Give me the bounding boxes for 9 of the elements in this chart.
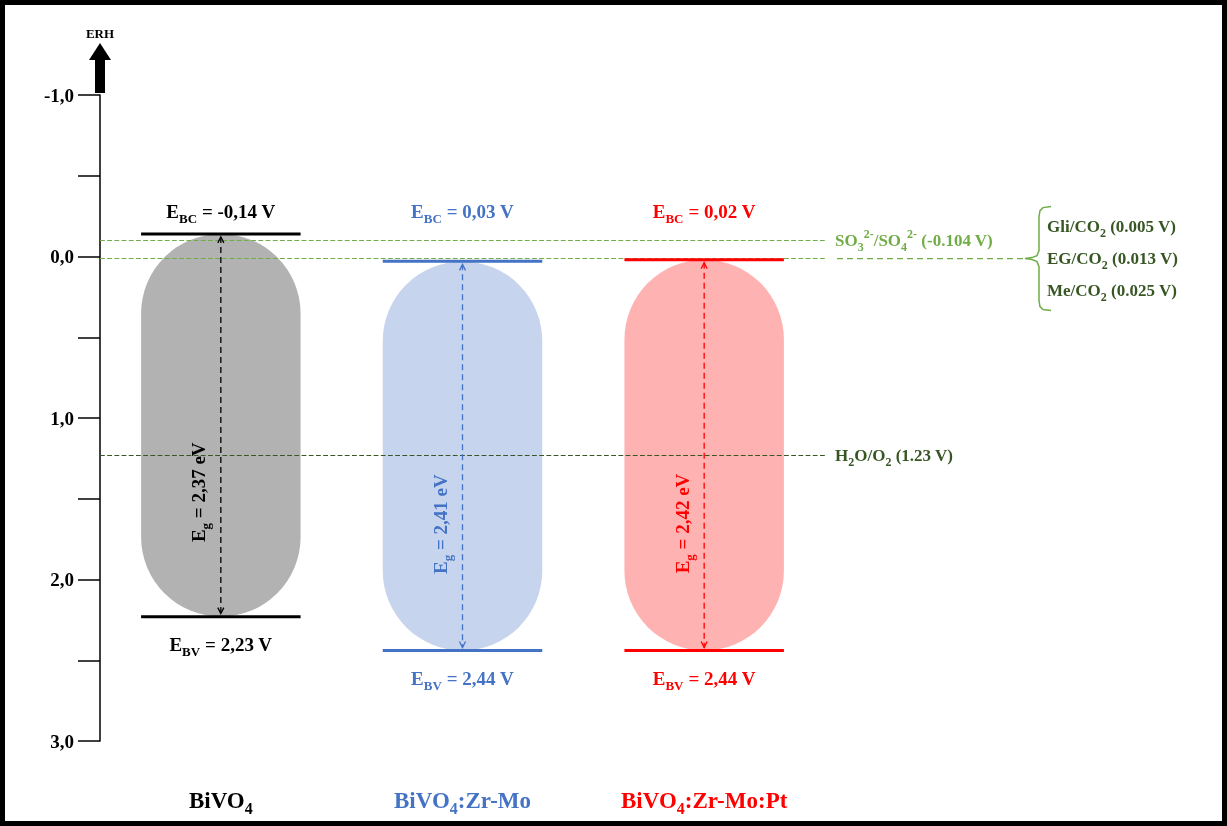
data-label: Eg = 2,42 eV: [671, 473, 697, 574]
y-tick-label: 2,0: [50, 569, 74, 590]
y-tick-label: 1,0: [50, 407, 74, 429]
y-tick-label: -1,0: [43, 84, 74, 106]
y-tick-label: 3,0: [50, 730, 74, 752]
y-axis-title: ERH: [85, 25, 115, 41]
y-tick-label: 0,0: [50, 246, 74, 267]
data-label: Eg = 2,37 eV: [188, 442, 214, 543]
data-label: Eg = 2,41 eV: [430, 473, 455, 574]
